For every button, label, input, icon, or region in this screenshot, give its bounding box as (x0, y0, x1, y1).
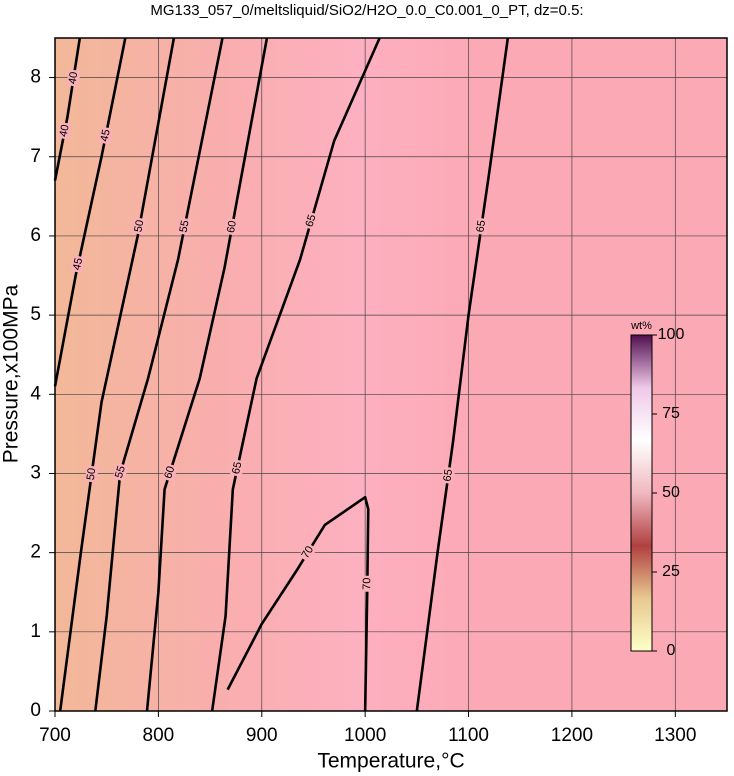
contour-label: 60 (162, 465, 177, 480)
contour-label-group: 70 (361, 575, 374, 592)
colorbar-tick-label: 50 (662, 484, 680, 501)
y-tick-label: 1 (30, 621, 41, 642)
chart-title: MG133_057_0/meltsliquid/SiO2/H2O_0.0_C0.… (150, 2, 583, 19)
contour-label-bg (112, 462, 129, 482)
contour-label-group: 45 (98, 126, 114, 145)
contour-label-group: 45 (70, 255, 86, 274)
y-tick-label: 0 (30, 700, 41, 721)
contour-label: 65 (441, 468, 455, 482)
contour-label-bg (57, 121, 73, 140)
contour-label-group: 50 (132, 217, 147, 236)
contour-label-bg (161, 463, 179, 482)
contour-label-bg (441, 466, 456, 485)
contour-label-bg (132, 217, 147, 236)
contour-label: 50 (85, 467, 99, 481)
x-tick-label: 1200 (551, 725, 593, 746)
contour-label-bg (298, 542, 318, 563)
colorbar (630, 334, 653, 652)
contour-label: 45 (71, 257, 85, 272)
colorbar-tick-label: 0 (667, 642, 676, 659)
contour-label-group: 65 (474, 217, 489, 236)
contour-label-group: 40 (57, 121, 73, 140)
contour-label-group: 40 (66, 69, 81, 87)
x-tick-label: 900 (246, 725, 278, 746)
contour-label: 60 (225, 220, 239, 234)
contour-label-bg (177, 217, 193, 236)
plot-frame (54, 37, 728, 712)
contour-label: 40 (67, 71, 81, 85)
contour-label-group: 65 (229, 458, 245, 478)
contour-label-group: 60 (161, 463, 179, 482)
contour-label: 70 (299, 544, 316, 561)
y-tick-label: 2 (30, 542, 41, 563)
y-tick-label: 4 (30, 383, 41, 404)
contour-label-group: 50 (84, 465, 99, 483)
contour-label-bg (303, 211, 320, 231)
contour-label-bg (70, 255, 86, 274)
x-tick-label: 700 (39, 725, 71, 746)
y-tick-label: 3 (30, 462, 41, 483)
contour-label-bg (474, 217, 489, 236)
contour-label: 55 (113, 465, 128, 480)
contour-label: 40 (58, 124, 72, 138)
contour-label-bg (361, 575, 374, 592)
contour-label-bg (66, 69, 81, 87)
contour-label-group: 65 (441, 466, 456, 485)
x-tick-label: 1300 (654, 725, 696, 746)
contour-label: 65 (304, 213, 319, 228)
contour-label-group: 70 (298, 542, 318, 563)
x-axis-label: Temperature,°C (317, 750, 464, 773)
contour-line (58, 37, 176, 712)
contour-label-group: 55 (177, 217, 193, 236)
x-tick-label: 1100 (448, 725, 489, 746)
x-tick-label: 800 (143, 725, 175, 746)
contour-label-group: 55 (112, 462, 129, 482)
contour-label: 55 (178, 219, 192, 233)
contour-line (415, 37, 510, 712)
colorbar-tick-label: 25 (662, 563, 680, 580)
contour-label-bg (98, 126, 114, 145)
contour-label-group: 60 (224, 217, 240, 236)
colorbar-label: wt% (630, 320, 652, 332)
y-tick-label: 7 (30, 146, 41, 167)
contour-label-bg (224, 217, 240, 236)
plot-area (55, 38, 727, 711)
contour-label: 50 (132, 219, 146, 233)
contour-label-bg (229, 458, 245, 478)
y-tick-label: 6 (30, 225, 41, 246)
y-tick-label: 5 (30, 304, 41, 325)
contour-label: 65 (475, 219, 489, 233)
y-axis-label: Pressure,x100MPa (0, 284, 23, 463)
contour-label: 45 (99, 128, 113, 142)
contour-line (53, 37, 127, 387)
colorbar-tick-label: 75 (662, 405, 680, 422)
contour-line (53, 37, 82, 181)
contour-label-group: 65 (303, 211, 320, 231)
colorbar-tick-label: 100 (658, 326, 685, 343)
contour-label: 65 (230, 461, 244, 475)
contour-label-bg (84, 465, 99, 483)
contour-label: 70 (361, 578, 373, 590)
x-tick-label: 1000 (344, 725, 386, 746)
y-tick-label: 8 (30, 67, 41, 88)
contour-line (210, 37, 381, 712)
